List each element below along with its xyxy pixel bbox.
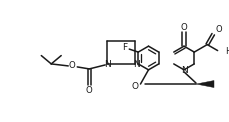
Text: N: N (133, 60, 140, 69)
Text: N: N (104, 60, 111, 69)
Text: O: O (69, 61, 76, 70)
Text: O: O (215, 25, 222, 34)
Polygon shape (196, 81, 214, 88)
Text: F: F (122, 43, 127, 52)
Text: O: O (132, 81, 139, 91)
Text: O: O (181, 23, 187, 32)
Text: HO: HO (225, 47, 229, 56)
Text: N: N (181, 66, 187, 75)
Text: O: O (86, 86, 93, 95)
